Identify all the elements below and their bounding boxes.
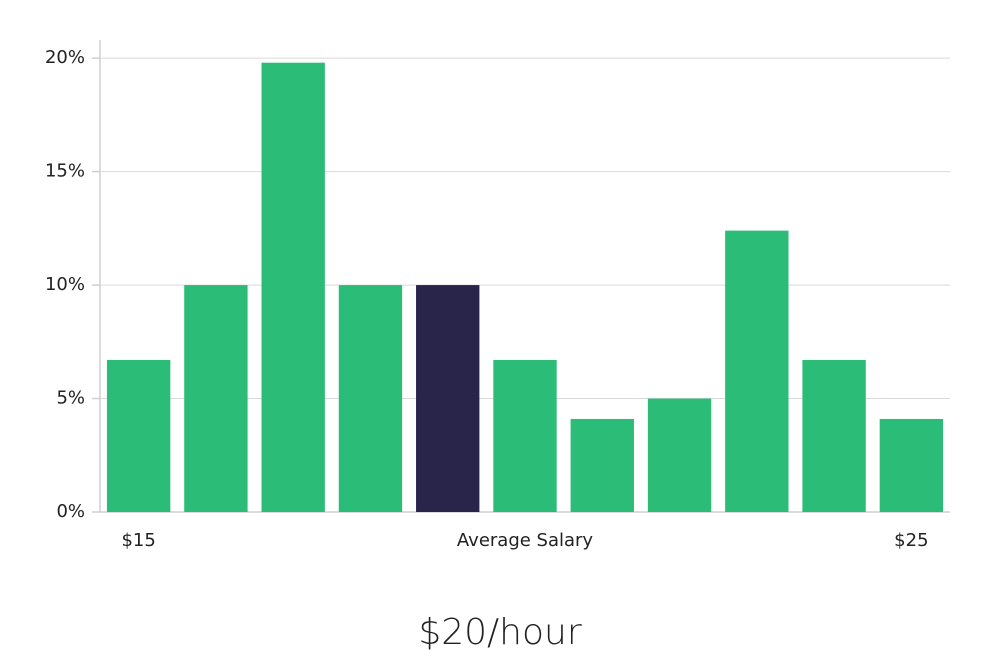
y-tick-label: 15% [45, 161, 85, 182]
x-tick-label: $25 [894, 530, 928, 551]
x-tick-label: $15 [121, 530, 155, 551]
bar [570, 418, 634, 512]
bar [416, 285, 480, 512]
bar [725, 230, 789, 512]
y-tick-label: 20% [45, 47, 85, 68]
y-tick-label: 5% [56, 388, 85, 409]
bar [647, 398, 712, 512]
y-tick-label: 10% [45, 274, 85, 295]
bar [493, 359, 557, 512]
y-tick-label: 0% [56, 501, 85, 522]
x-axis-label: Average Salary [457, 530, 594, 551]
bar [879, 418, 944, 512]
bar [338, 285, 403, 512]
bar [261, 62, 325, 512]
bar [106, 359, 171, 512]
bar [184, 285, 248, 512]
chart-subtitle: $20/hour [418, 612, 582, 653]
bar [802, 359, 866, 512]
